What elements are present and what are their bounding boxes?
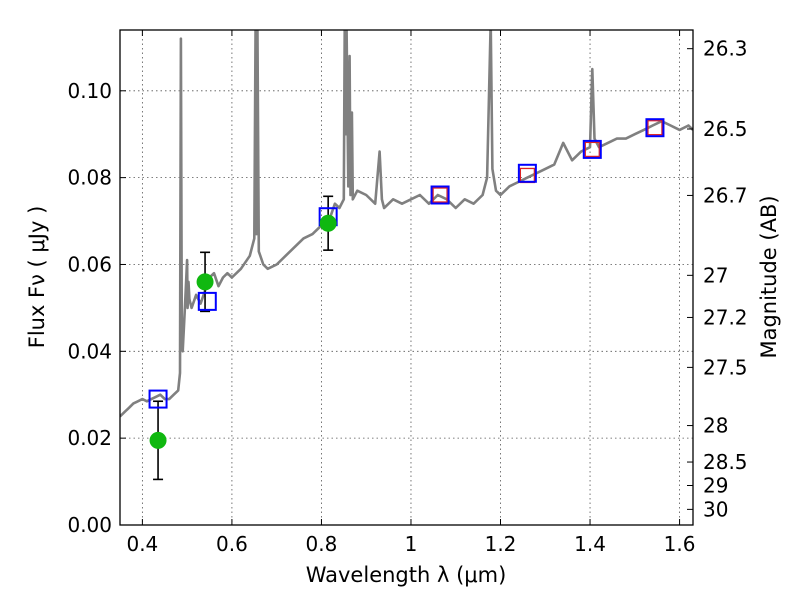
red-square-marker [584, 141, 600, 158]
grid-lines [120, 30, 693, 526]
x-tick-label: 1.6 [664, 532, 696, 556]
green-point-marker [196, 273, 214, 291]
spectrum-line [120, 30, 693, 418]
x-tick-label: 0.4 [126, 532, 158, 556]
y-tick-label: 0.00 [67, 513, 112, 537]
plot-frame [119, 29, 694, 526]
x-tick-label: 1.4 [574, 532, 606, 556]
right-tick-label: 26.3 [703, 37, 748, 61]
blue-square-marker [430, 185, 450, 205]
y-axis-label: Flux Fν ( μJy ) [25, 206, 49, 349]
blue-square-marker [582, 139, 602, 159]
x-tick-label: 1 [405, 532, 418, 556]
red-square-marker [647, 120, 663, 136]
right-tick-label: 29 [703, 473, 728, 497]
right-tick-label: 30 [703, 497, 728, 521]
green-point-marker [319, 214, 337, 232]
y-tick-label: 0.06 [67, 252, 112, 276]
red-square-marker [432, 187, 448, 203]
x-axis-label: Wavelength λ (μm) [306, 563, 507, 587]
y-tick-label: 0.04 [67, 339, 112, 363]
green-point-marker [149, 431, 167, 449]
right-tick-label: 27.5 [703, 355, 748, 379]
blue-square-marker [148, 389, 168, 409]
right-tick-label: 26.7 [703, 183, 748, 207]
right-tick-label: 27.2 [703, 305, 748, 329]
y-tick-label: 0.02 [67, 426, 112, 450]
blue-square-marker [645, 118, 665, 138]
right-tick-label: 27 [703, 263, 728, 287]
x-tick-label: 0.6 [216, 532, 248, 556]
y-tick-label: 0.08 [67, 166, 112, 190]
right-tick-label: 26.5 [703, 117, 748, 141]
right-tick-label: 28.5 [703, 450, 748, 474]
y-tick-label: 0.10 [67, 79, 112, 103]
markers [148, 118, 665, 449]
x-tick-label: 0.8 [306, 532, 338, 556]
right-tick-label: 28 [703, 414, 728, 438]
blue-square-marker [517, 163, 537, 183]
plot-area [120, 30, 693, 418]
blue-square-marker [197, 291, 217, 311]
axis-ticks: 0.4 0.6 0.8 1 1.2 1.4 1.6 0.00 0.02 0.04 0.06 0.08 0… [67, 30, 748, 556]
x-tick-label: 1.2 [485, 532, 517, 556]
right-axis-label: Magnitude (AB) [757, 195, 781, 358]
